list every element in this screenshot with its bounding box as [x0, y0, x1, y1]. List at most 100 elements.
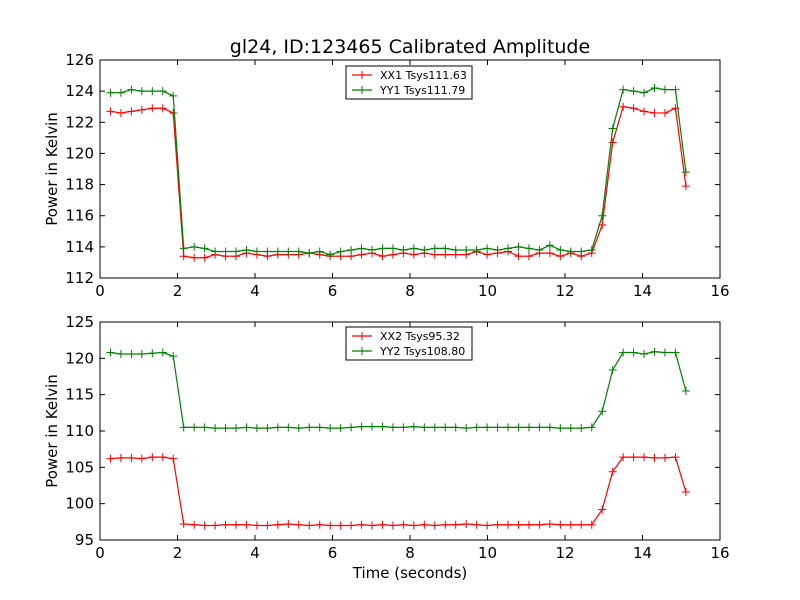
data-point — [294, 424, 303, 433]
data-point — [116, 88, 125, 97]
y-tick-label: 125 — [65, 313, 94, 331]
data-point — [650, 347, 659, 356]
data-point — [441, 244, 450, 253]
data-point — [273, 247, 282, 256]
x-tick-label: 6 — [328, 544, 338, 562]
data-point — [462, 424, 471, 433]
data-point — [148, 349, 157, 358]
data-point — [640, 349, 649, 358]
y-tick-label: 120 — [65, 144, 94, 162]
legend-entry: XX2 Tsys95.32 — [380, 330, 460, 343]
data-point — [535, 520, 544, 529]
data-point — [472, 520, 481, 529]
data-point — [566, 247, 575, 256]
data-point — [681, 168, 690, 177]
data-point — [315, 247, 324, 256]
data-point — [106, 454, 115, 463]
y-tick-label: 100 — [65, 495, 94, 513]
data-point — [399, 245, 408, 254]
data-point — [273, 520, 282, 529]
data-point — [378, 252, 387, 261]
data-point — [587, 520, 596, 529]
data-point — [640, 107, 649, 116]
data-point — [577, 520, 586, 529]
data-point — [158, 87, 167, 96]
data-point — [556, 424, 565, 433]
data-point — [252, 424, 261, 433]
y-tick-label: 105 — [65, 458, 94, 476]
data-point — [169, 352, 178, 361]
data-point — [357, 422, 366, 431]
data-point — [137, 349, 146, 358]
data-point — [252, 521, 261, 530]
data-point — [535, 423, 544, 432]
legend-box — [345, 326, 473, 361]
data-point — [608, 124, 617, 133]
data-point — [451, 423, 460, 432]
data-point — [357, 244, 366, 253]
data-point — [671, 348, 680, 357]
data-point — [420, 423, 429, 432]
data-point — [221, 247, 230, 256]
data-point — [263, 521, 272, 530]
data-point — [148, 87, 157, 96]
data-point — [106, 88, 115, 97]
series-line — [110, 106, 687, 259]
data-point — [388, 244, 397, 253]
data-point — [148, 453, 157, 462]
y-tick-label: 110 — [65, 422, 94, 440]
legend-entry: XX1 Tsys111.63 — [380, 69, 467, 82]
data-point — [608, 138, 617, 147]
data-point — [388, 521, 397, 530]
data-point — [305, 249, 314, 258]
x-tick-label: 14 — [633, 282, 652, 300]
x-tick-label: 6 — [328, 282, 338, 300]
data-point — [232, 520, 241, 529]
data-point — [430, 521, 439, 530]
data-point — [483, 423, 492, 432]
data-point — [232, 424, 241, 433]
data-point — [524, 423, 533, 432]
data-point — [504, 244, 513, 253]
data-point — [127, 107, 136, 116]
data-point — [232, 247, 241, 256]
data-point — [545, 241, 554, 250]
x-tick-label: 2 — [173, 282, 183, 300]
data-point — [190, 242, 199, 251]
data-point — [556, 520, 565, 529]
data-point — [681, 182, 690, 191]
data-point — [441, 520, 450, 529]
data-point — [451, 520, 460, 529]
data-point — [640, 88, 649, 97]
data-point — [347, 245, 356, 254]
data-point — [608, 467, 617, 476]
data-point — [524, 520, 533, 529]
data-point — [587, 245, 596, 254]
y-axis-label: Power in Kelvin — [43, 374, 61, 488]
data-point — [326, 424, 335, 433]
data-point — [106, 348, 115, 357]
data-point — [106, 107, 115, 116]
legend-entry: YY1 Tsys111.79 — [379, 84, 465, 97]
data-point — [336, 521, 345, 530]
data-point — [190, 253, 199, 262]
data-point — [556, 245, 565, 254]
data-point — [535, 245, 544, 254]
data-point — [629, 348, 638, 357]
data-point — [357, 520, 366, 529]
data-point — [273, 423, 282, 432]
data-point — [158, 348, 167, 357]
x-tick-label: 0 — [95, 282, 105, 300]
data-point — [514, 242, 523, 251]
data-point — [378, 520, 387, 529]
data-point — [629, 453, 638, 462]
data-point — [200, 244, 209, 253]
data-point — [158, 104, 167, 113]
data-point — [252, 247, 261, 256]
data-point — [263, 247, 272, 256]
x-axis-label: Time (seconds) — [352, 564, 468, 582]
data-point — [472, 245, 481, 254]
x-tick-label: 12 — [555, 544, 574, 562]
data-point — [127, 453, 136, 462]
